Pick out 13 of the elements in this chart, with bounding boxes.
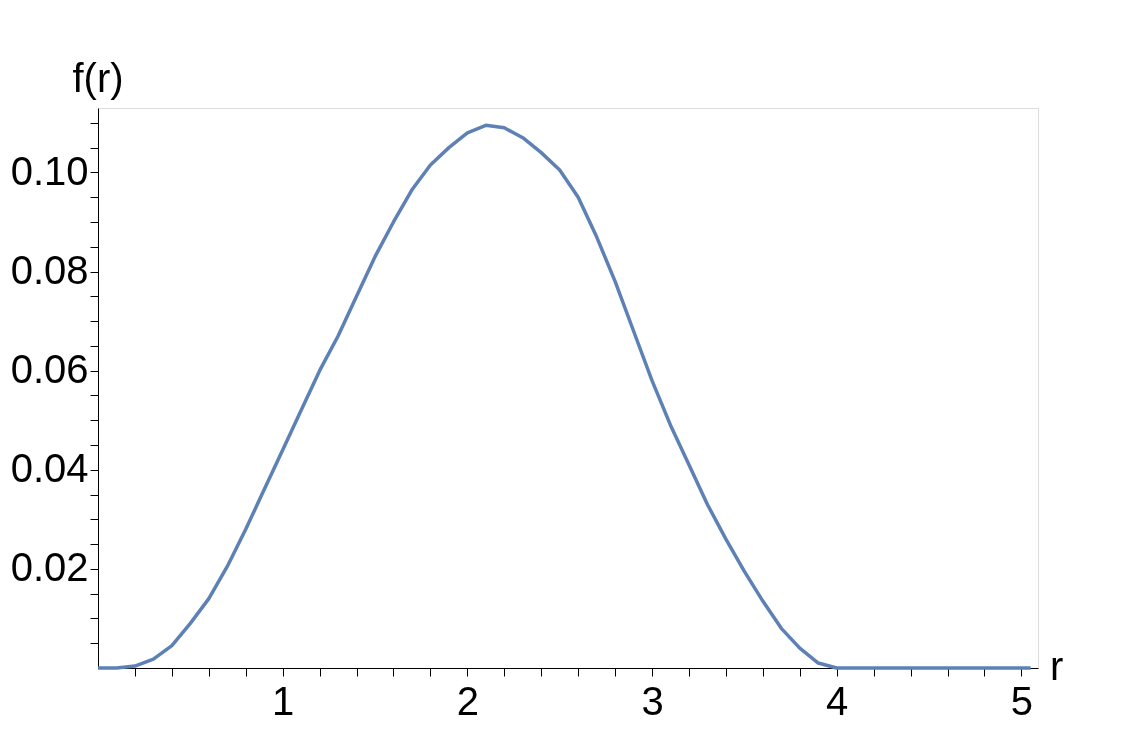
line-series bbox=[96, 123, 1033, 670]
y-tick-label: 0.06 bbox=[10, 347, 89, 392]
x-tick-label: 5 bbox=[1010, 678, 1033, 723]
y-axis-title: f(r) bbox=[72, 56, 124, 100]
x-tick-label: 1 bbox=[272, 678, 295, 723]
x-tick-label: 4 bbox=[826, 678, 849, 723]
y-tick-label: 0.02 bbox=[10, 545, 89, 590]
x-tick-label: 3 bbox=[641, 678, 664, 723]
y-tick-label: 0.08 bbox=[10, 248, 89, 293]
x-tick-label: 2 bbox=[456, 678, 479, 723]
x-axis-title: r bbox=[1050, 644, 1064, 688]
y-tick-label: 0.10 bbox=[10, 148, 89, 193]
y-tick-label: 0.04 bbox=[10, 446, 89, 491]
